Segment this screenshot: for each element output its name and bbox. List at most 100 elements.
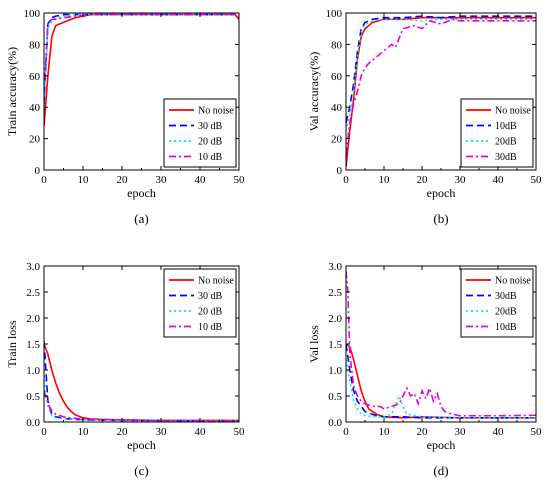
panel-label: (c): [134, 463, 148, 478]
legend-entry-1: No noise: [495, 276, 531, 287]
x-axis-label: epoch: [427, 438, 456, 452]
x-tick-label: 20: [417, 174, 429, 186]
legend-entry-4: 10 dB: [198, 152, 223, 163]
legend: No noise 30dB 20dB 10dB: [460, 268, 534, 338]
y-tick-label: 0.5: [328, 391, 342, 403]
y-tick-label: 2.0: [328, 313, 342, 325]
legend-entry-1: No noise: [198, 276, 234, 287]
x-tick-label: 10: [78, 174, 90, 186]
y-tick-label: 3.0: [26, 261, 40, 273]
legend-entry-2: 30 dB: [198, 121, 223, 132]
y-axis-label: Val accuracy(%): [307, 52, 321, 132]
y-tick-label: 0.0: [328, 417, 342, 429]
series-line-4: [346, 18, 536, 155]
y-tick-label: 60: [331, 71, 343, 83]
y-tick-label: 0: [35, 165, 41, 177]
y-tick-label: 100: [24, 8, 41, 20]
legend-entry-3: 20 dB: [198, 137, 223, 148]
x-tick-label: 20: [417, 426, 429, 438]
legend: No noise 30 dB 20 dB 10 dB: [163, 268, 237, 338]
y-tick-label: 1.5: [328, 339, 342, 351]
legend-entry-3: 20dB: [495, 137, 517, 148]
chart-panel-2: 0 10 20 30 40 50 0 20 40 60 80 100 epoch Val accuracy…: [307, 8, 542, 226]
legend-entry-4: 30dB: [495, 152, 517, 163]
series-line-2: [44, 13, 239, 105]
series-line-2: [44, 341, 239, 422]
x-tick-label: 0: [41, 174, 47, 186]
y-tick-label: 40: [331, 102, 343, 114]
y-tick-label: 40: [29, 102, 41, 114]
y-axis-label: Train accuracy(%): [5, 47, 19, 136]
series-line-1: [346, 16, 536, 167]
series-line-4: [346, 271, 536, 417]
x-tick-label: 30: [455, 174, 467, 186]
x-tick-label: 50: [234, 426, 246, 438]
legend-entry-4: 10 dB: [198, 322, 223, 333]
y-tick-label: 100: [326, 8, 343, 20]
series-line-3: [346, 18, 536, 131]
y-tick-label: 0.5: [26, 391, 40, 403]
legend-entry-4: 10dB: [495, 322, 517, 333]
x-tick-label: 30: [455, 426, 467, 438]
x-axis-label: epoch: [427, 186, 456, 200]
x-tick-label: 10: [379, 174, 391, 186]
y-tick-label: 1.0: [328, 365, 342, 377]
y-tick-label: 20: [29, 134, 41, 146]
series-line-3: [44, 375, 239, 422]
series-line-4: [44, 390, 239, 422]
legend-entry-3: 20dB: [495, 307, 517, 318]
chart-panel-4: 0 10 20 30 40 50 0.0 0.5 1.0 1.5 2.0 2.5 3.0 epoch Val…: [307, 261, 542, 478]
series-line-1: [44, 343, 239, 422]
legend-entry-3: 20 dB: [198, 307, 223, 318]
y-tick-label: 0.0: [26, 417, 40, 429]
y-tick-label: 20: [331, 134, 343, 146]
y-axis-label: Val loss: [307, 325, 321, 363]
y-tick-label: 3.0: [328, 261, 342, 273]
legend-entry-2: 10dB: [495, 121, 517, 132]
y-tick-label: 80: [29, 39, 41, 51]
x-tick-label: 0: [343, 174, 349, 186]
x-tick-label: 40: [195, 174, 207, 186]
x-tick-label: 40: [493, 426, 505, 438]
x-tick-label: 0: [343, 426, 349, 438]
series-line-3: [346, 359, 536, 419]
series-line-3: [44, 13, 239, 108]
series-line-4: [44, 13, 239, 95]
x-tick-label: 40: [195, 426, 207, 438]
chart-panel-1: 0 10 20 30 40 50 0 20 40 60 80 100 epoch Train accura…: [5, 8, 245, 226]
x-tick-label: 50: [531, 426, 543, 438]
y-tick-label: 2.5: [26, 287, 40, 299]
panel-label: (b): [433, 211, 448, 226]
x-tick-label: 30: [156, 426, 168, 438]
y-tick-label: 80: [331, 39, 343, 51]
y-tick-label: 2.0: [26, 313, 40, 325]
x-axis-label: epoch: [127, 438, 156, 452]
x-tick-label: 50: [531, 174, 543, 186]
x-tick-label: 30: [156, 174, 168, 186]
y-tick-label: 0: [337, 165, 343, 177]
y-axis-label: Train loss: [5, 320, 19, 368]
y-tick-label: 1.5: [26, 339, 40, 351]
panel-label: (a): [134, 211, 148, 226]
legend-entry-1: No noise: [495, 106, 531, 117]
x-tick-label: 50: [234, 174, 246, 186]
legend: No noise 10dB 20dB 30dB: [460, 98, 534, 168]
y-tick-label: 2.5: [328, 287, 342, 299]
x-tick-label: 10: [78, 426, 90, 438]
legend-entry-2: 30 dB: [198, 291, 223, 302]
y-tick-label: 60: [29, 71, 41, 83]
series-line-2: [346, 15, 536, 124]
y-tick-label: 1.0: [26, 365, 40, 377]
x-tick-label: 0: [41, 426, 47, 438]
x-tick-label: 20: [117, 426, 129, 438]
chart-panel-3: 0 10 20 30 40 50 0.0 0.5 1.0 1.5 2.0 2.5 3.0 epoch Tra…: [5, 261, 245, 478]
x-axis-label: epoch: [127, 186, 156, 200]
legend: No noise 30 dB 20 dB 10 dB: [163, 98, 237, 168]
panel-label: (d): [433, 463, 448, 478]
x-tick-label: 40: [493, 174, 505, 186]
x-tick-label: 10: [379, 426, 391, 438]
legend-entry-1: No noise: [198, 106, 234, 117]
legend-entry-2: 30dB: [495, 291, 517, 302]
x-tick-label: 20: [117, 174, 129, 186]
